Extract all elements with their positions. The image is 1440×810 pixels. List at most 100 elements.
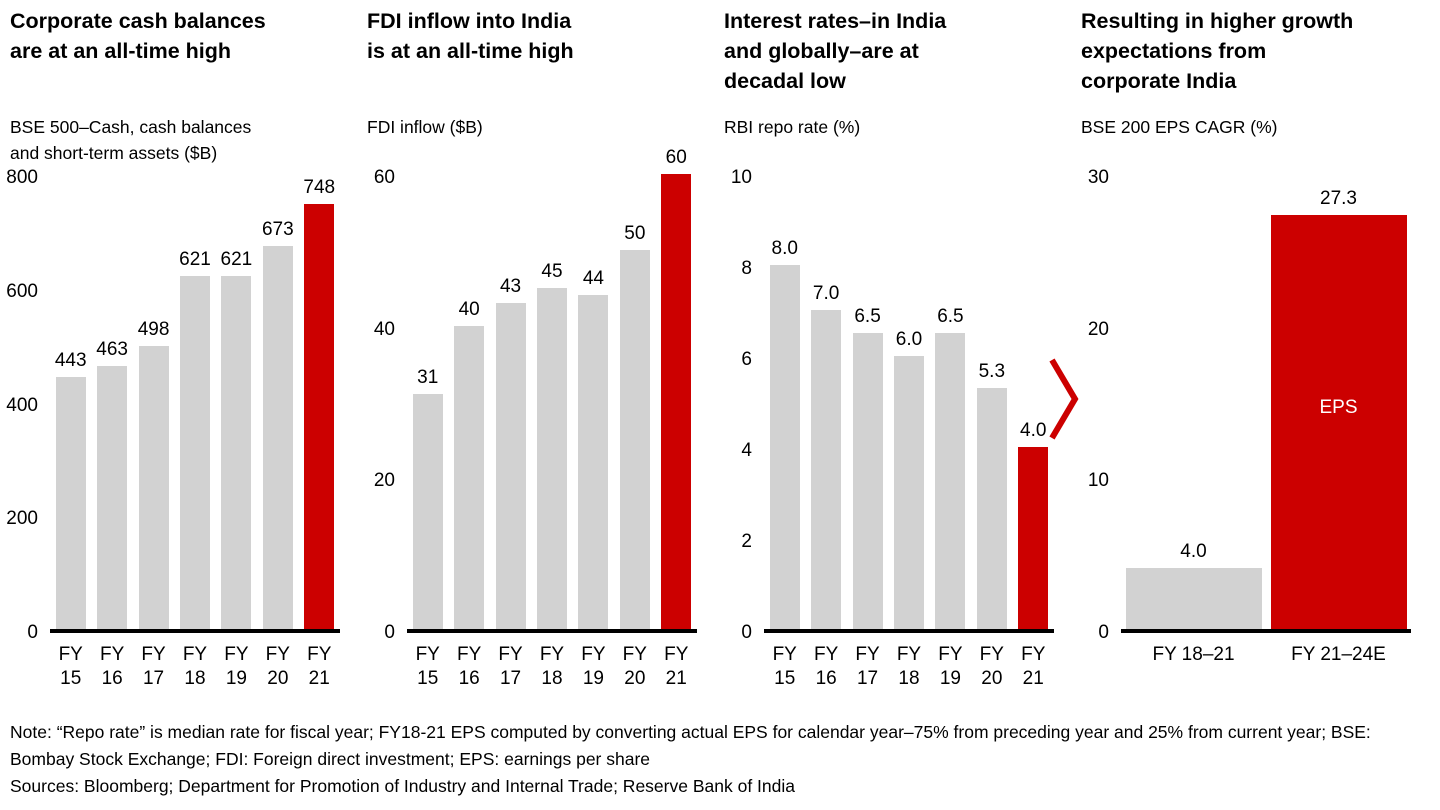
y-tick-label: 20 [373,470,395,492]
bar [1018,447,1049,629]
bar-value-label: 4.0 [1020,420,1047,441]
bar-value-label: 40 [458,299,480,320]
bar-value-label: 60 [665,147,687,168]
bar [893,356,924,629]
x-axis-label: FY 18 [896,644,922,689]
bar-column: 748 [299,177,340,629]
bar [412,394,443,629]
bar-value-label: 621 [220,249,253,270]
x-axis-label: FY 16 [99,644,125,689]
bar-column: 4.0 [1013,420,1054,629]
bar: EPS [1270,215,1407,629]
x-axis-label: FY 16 [813,644,839,689]
y-axis: 0 2 4 6 8 10 [724,168,764,643]
bar [179,276,210,629]
chart-subtitle: RBI repo rate (%) [724,117,861,137]
y-tick-label: 8 [741,258,752,279]
x-axis-label: FY 21–24E [1291,644,1386,665]
bar-column: 621 [174,249,215,629]
x-axis-label: FY 20 [265,644,290,689]
chart-subtitle: FDI inflow ($B) [367,117,483,137]
x-axis-label: FY 17 [855,644,880,689]
x-axis-label: FY 19 [938,644,963,689]
x-axis-labels: FY 18–21 FY 21–24E [1121,643,1411,667]
bar-value-label: 6.0 [895,329,923,350]
bar-column: 6.0 [888,329,929,629]
bar-column: 60 [656,147,697,629]
bar-column: 6.5 [847,306,888,629]
bar-value-label: 44 [582,268,604,289]
plot-area: 8.0 7.0 6.5 6.0 6.5 5.3 4.0 [764,178,1054,633]
y-tick-label: 800 [6,167,38,188]
bar [935,333,966,629]
bar [1125,568,1262,629]
x-axis-label: FY 15 [415,644,440,689]
bar-value-label: 4.0 [1180,541,1207,562]
x-axis-label: FY 15 [772,644,797,689]
bar [769,265,800,629]
bar-column: 673 [257,219,298,629]
bar-column: 5.3 [971,361,1012,629]
plot-area: 443 463 498 621 621 673 748 [50,177,340,633]
y-axis: 0 200 400 600 800 [6,168,50,643]
bar [536,288,567,629]
bar-inner-label: EPS [1319,397,1358,419]
bar-column: 463 [91,339,132,629]
plot-wrap: 31 40 43 45 44 50 60 FY 15 FY 16 FY 17 FY 18 FY 19 FY 20 F… [407,147,697,691]
bar [811,310,842,629]
bar-value-label: 443 [54,350,87,371]
bar [852,333,883,629]
chart-subtitle: BSE 200 EPS CAGR (%) [1081,117,1278,137]
bar-column: 4.0 [1121,541,1266,629]
bar-value-label: 27.3 [1320,188,1357,209]
bar-column: 498 [133,319,174,629]
bar [661,174,692,629]
chart-fdi-inflow: FDI inflow into India is at an all-time … [367,6,697,691]
y-tick-label: 10 [1087,470,1109,492]
chart-body: 0 20 40 60 31 40 43 45 44 50 60 FY 15 FY 16 FY 17 FY 18 F… [367,147,697,691]
bar [454,326,485,629]
x-axis-label: FY 19 [581,644,606,689]
bar-column: 40 [448,299,489,629]
plot-area: 4.0 27.3 EPS [1121,178,1411,633]
bar-column: 621 [216,249,257,629]
bar [495,303,526,629]
bar-value-label: 498 [137,319,170,340]
bar [97,366,128,629]
y-tick-label: 600 [6,280,38,302]
chart-title: FDI inflow into India is at an all-time … [367,9,574,63]
bar-value-label: 621 [179,249,211,270]
bar-value-label: 31 [417,367,439,388]
chart-body: 0 10 20 30 4.0 27.3 EPS FY 18–21 FY 21–24E [1081,168,1411,667]
y-tick-label: 0 [741,622,752,643]
bar-column: 8.0 [764,238,805,629]
x-axis-labels: FY 15 FY 16 FY 17 FY 18 FY 19 FY 20 FY 21 [407,643,697,691]
y-tick-label: 0 [1098,622,1109,643]
chart-subtitle: BSE 500–Cash, cash balances and short-te… [10,117,252,163]
growth-chevron-icon [1048,356,1080,442]
bar-column: 443 [50,350,91,629]
bar-value-label: 50 [624,223,646,244]
bar-column: 27.3 EPS [1266,188,1411,629]
x-axis-label: FY 16 [456,644,482,689]
y-axis: 0 10 20 30 [1081,168,1121,643]
y-tick-label: 20 [1087,318,1109,340]
plot-wrap: 4.0 27.3 EPS FY 18–21 FY 21–24E [1121,178,1411,667]
x-axis-label: FY 20 [622,644,647,689]
y-tick-label: 200 [6,508,38,530]
x-axis-label: FY 19 [224,644,249,689]
bar-column: 50 [614,223,655,629]
bar [138,346,169,629]
bar [578,295,609,629]
y-tick-label: 60 [373,167,395,188]
note-text: Note: “Repo rate” is median rate for fis… [10,722,1371,769]
bar-value-label: 6.5 [937,306,964,327]
y-tick-label: 10 [730,167,752,188]
chart-eps-cagr: Resulting in higher growth expectations … [1081,6,1411,691]
x-axis-label: FY 18–21 [1152,644,1235,665]
x-axis-label: FY 17 [498,644,523,689]
bar-column: 45 [531,261,572,629]
bar-value-label: 43 [499,276,522,297]
bar [304,204,335,629]
bar-value-label: 748 [303,177,336,198]
